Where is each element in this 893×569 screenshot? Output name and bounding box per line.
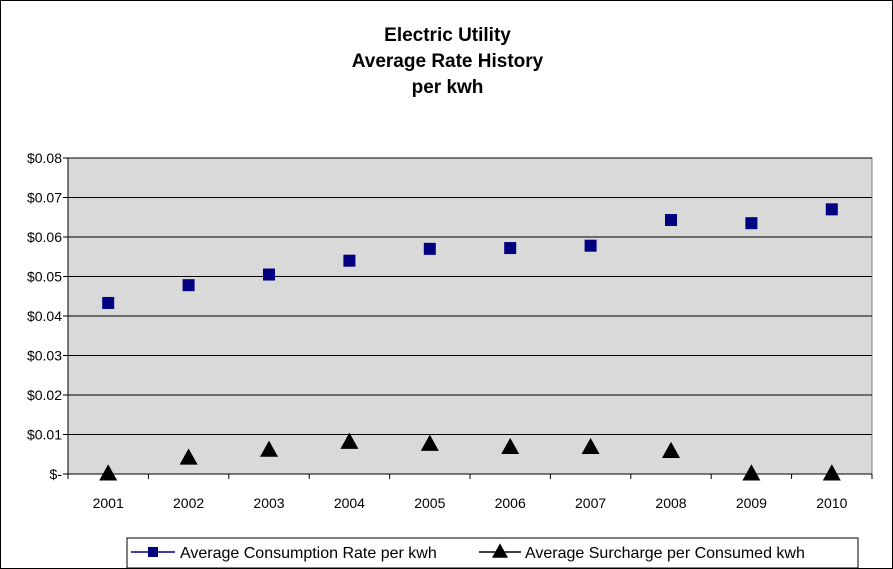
y-tick-label: $0.01	[27, 427, 62, 443]
surcharge-point	[822, 464, 841, 481]
consumption-rate-point	[263, 268, 275, 281]
legend-label: Average Consumption Rate per kwh	[180, 545, 437, 562]
surcharge-point	[260, 440, 278, 457]
x-tick-label: 2006	[495, 495, 526, 511]
x-tick-label: 2004	[334, 495, 365, 511]
x-tick-label: 2010	[816, 495, 847, 511]
surcharge-point	[662, 441, 680, 458]
consumption-rate-point	[102, 296, 115, 309]
x-tick-label: 2003	[253, 495, 284, 511]
surcharge-point	[420, 434, 439, 451]
consumption-rate-point	[745, 217, 758, 230]
x-tick-label: 2002	[173, 495, 204, 511]
y-tick-label: $0.06	[27, 229, 62, 245]
chart-title-line-2: Average Rate History	[351, 51, 544, 72]
chart-title-line-3: per kwh	[411, 77, 484, 98]
consumption-rate-point	[584, 239, 597, 252]
chart-title-line-1: Electric Utility	[384, 25, 511, 46]
x-tick-label: 2008	[655, 495, 686, 511]
y-tick-label: $0.03	[27, 348, 62, 364]
consumption-rate-point	[665, 214, 677, 227]
consumption-rate-point	[343, 254, 356, 267]
legend-box	[126, 537, 859, 568]
y-tick-label: $0.04	[27, 308, 62, 324]
y-tick-label: $-	[50, 466, 63, 482]
x-tick-label: 2009	[736, 495, 767, 511]
consumption-rate-point	[504, 242, 517, 255]
y-tick-label: $0.02	[27, 387, 62, 403]
y-tick-label: $0.07	[27, 190, 62, 206]
consumption-rate-point	[182, 279, 195, 292]
legend-label: Average Surcharge per Consumed kwh	[525, 545, 805, 562]
surcharge-point	[340, 432, 359, 449]
x-tick-label: 2005	[414, 495, 445, 511]
surcharge-point	[501, 437, 520, 455]
y-tick-label: $0.08	[27, 150, 62, 166]
surcharge-point	[179, 448, 198, 465]
surcharge-point	[581, 437, 600, 455]
consumption-rate-point	[423, 242, 436, 255]
surcharge-point	[99, 464, 118, 481]
y-tick-label: $0.05	[27, 269, 62, 285]
surcharge-point	[742, 464, 761, 481]
x-tick-label: 2007	[575, 495, 606, 511]
chart-title: Electric Utility Average Rate History pe…	[1, 23, 893, 101]
consumption-rate-point	[825, 203, 838, 216]
x-tick-label: 2001	[93, 495, 124, 511]
legend-square-marker	[148, 547, 158, 557]
legend-triangle-marker	[492, 543, 508, 558]
